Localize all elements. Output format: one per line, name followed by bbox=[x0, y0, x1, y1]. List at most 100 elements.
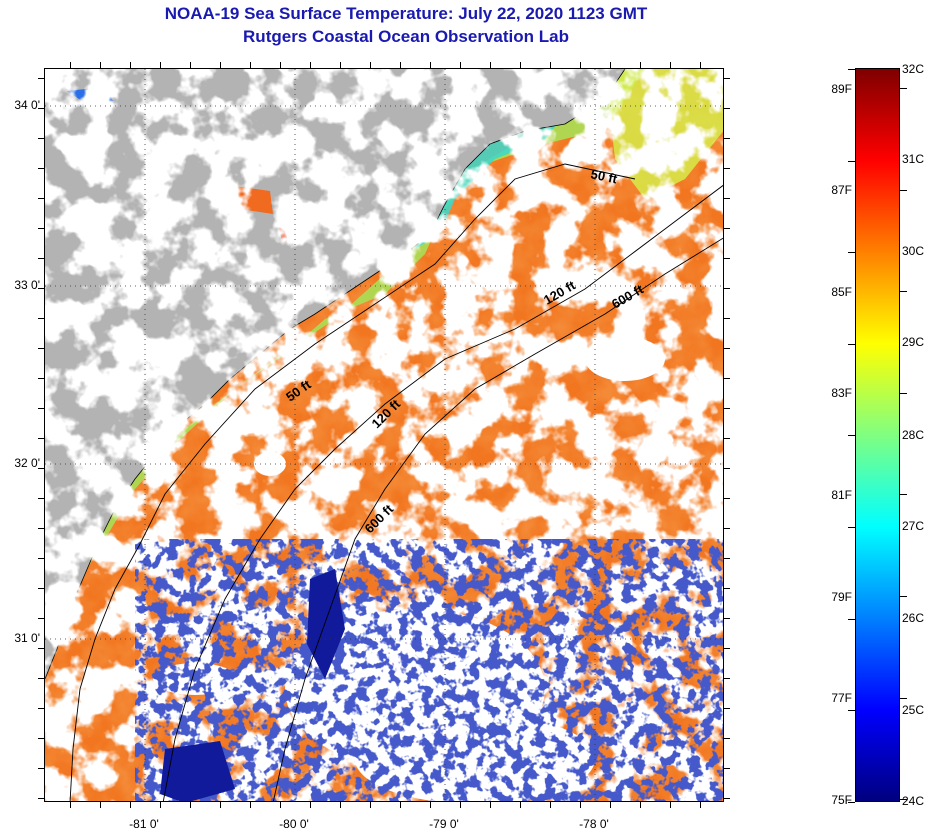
lon-minor-tick-top bbox=[70, 62, 71, 68]
cold-patches bbox=[135, 539, 723, 801]
colorbar-tick-f bbox=[900, 799, 907, 801]
lat-minor-tick bbox=[38, 408, 44, 409]
lat-minor-tick bbox=[38, 348, 44, 349]
lat-label-31: 31 0' bbox=[14, 631, 40, 645]
colorbar-label-30c: 30C bbox=[902, 244, 925, 258]
lat-minor-tick-right bbox=[724, 78, 730, 79]
lon-minor-tick-top bbox=[550, 62, 551, 68]
lat-label-32: 32 0' bbox=[14, 456, 40, 470]
lon-minor-tick-top bbox=[160, 62, 161, 68]
lon-minor-tick-top bbox=[580, 62, 581, 68]
lon-label-81: -81 0' bbox=[129, 817, 159, 831]
lon-minor-tick-top bbox=[640, 62, 641, 68]
lat-minor-tick-right bbox=[724, 738, 730, 739]
lon-minor-tick-top bbox=[400, 62, 401, 68]
colorbar-tick-f bbox=[900, 189, 907, 191]
colorbar-tick-c bbox=[848, 160, 855, 162]
lat-minor-tick bbox=[38, 378, 44, 379]
isobath-label-50ft-north: 50 ft bbox=[589, 166, 619, 186]
lat-label-34: 34 0' bbox=[14, 98, 40, 112]
lat-minor-tick bbox=[38, 318, 44, 319]
lat-label-33: 33 0' bbox=[14, 278, 40, 292]
colorbar-label-25c: 25C bbox=[902, 703, 925, 717]
colorbar-label-79f: 79F bbox=[831, 590, 852, 604]
lon-minor-tick-top bbox=[670, 62, 671, 68]
colorbar-tick-f bbox=[900, 596, 907, 597]
colorbar-label-26c: 26C bbox=[902, 611, 925, 625]
lon-minor-tick bbox=[550, 802, 551, 808]
lat-minor-tick bbox=[38, 228, 44, 229]
lat-minor-tick-right bbox=[724, 438, 730, 439]
cloud-east bbox=[585, 337, 665, 381]
colorbar-tick-c bbox=[848, 435, 855, 437]
lat-minor-tick-right bbox=[724, 708, 730, 709]
colorbar-label-24c: 24C bbox=[902, 794, 925, 808]
colorbar-tick-c bbox=[848, 527, 855, 528]
lat-minor-tick-right bbox=[724, 228, 730, 229]
lat-minor-tick-right bbox=[724, 348, 730, 349]
lon-minor-tick-top bbox=[220, 62, 221, 68]
lat-minor-tick bbox=[38, 288, 44, 289]
lat-minor-tick bbox=[38, 678, 44, 679]
isobath-120ft bbox=[162, 184, 723, 801]
lon-minor-tick-top bbox=[100, 62, 101, 68]
lon-minor-tick bbox=[100, 802, 101, 808]
lat-minor-tick-right bbox=[724, 378, 730, 379]
lon-minor-tick bbox=[640, 802, 641, 808]
lon-minor-tick bbox=[160, 802, 161, 808]
cold-patch-sw bbox=[160, 741, 235, 801]
lat-minor-tick-right bbox=[724, 168, 730, 169]
map-title: NOAA-19 Sea Surface Temperature: July 22… bbox=[164, 4, 648, 23]
sst-map-canvas: 50 ft 120 ft 600 ft 50 ft 120 ft 600 ft bbox=[45, 69, 723, 801]
lat-minor-tick-right bbox=[724, 468, 730, 469]
lat-minor-tick-right bbox=[724, 408, 730, 409]
lon-minor-tick-top bbox=[370, 62, 371, 68]
colorbar-label-32c: 32C bbox=[902, 62, 925, 76]
lon-minor-tick-top bbox=[700, 62, 701, 68]
lon-minor-tick bbox=[190, 802, 191, 808]
colorbar-tick-f bbox=[900, 697, 907, 699]
lat-minor-tick-right bbox=[724, 798, 730, 799]
lat-minor-tick bbox=[38, 708, 44, 709]
lat-minor-tick bbox=[38, 738, 44, 739]
lon-minor-tick bbox=[280, 802, 281, 808]
lon-minor-tick bbox=[370, 802, 371, 808]
lat-minor-tick-right bbox=[724, 558, 730, 559]
colorbar-tick-c bbox=[848, 343, 855, 345]
sst-map: 50 ft 120 ft 600 ft 50 ft 120 ft 600 ft bbox=[44, 68, 724, 802]
lon-minor-tick-top bbox=[130, 62, 131, 68]
colorbar-label-81f: 81F bbox=[831, 488, 852, 502]
colorbar-tick-c bbox=[848, 801, 855, 803]
lat-minor-tick-right bbox=[724, 588, 730, 589]
colorbar-tick-f bbox=[900, 494, 907, 496]
colorbar-label-27c: 27C bbox=[902, 519, 925, 533]
lat-minor-tick bbox=[38, 558, 44, 559]
lon-minor-tick-top bbox=[340, 62, 341, 68]
lon-minor-tick-top bbox=[310, 62, 311, 68]
lon-minor-tick-top bbox=[490, 62, 491, 68]
lon-minor-tick bbox=[700, 802, 701, 808]
colorbar-label-75f: 75F bbox=[831, 793, 852, 807]
lat-minor-tick-right bbox=[724, 648, 730, 649]
colorbar-label-77f: 77F bbox=[831, 691, 852, 705]
lat-minor-tick bbox=[38, 198, 44, 199]
lon-minor-tick-top bbox=[520, 62, 521, 68]
lat-minor-tick bbox=[38, 648, 44, 649]
lon-minor-tick bbox=[460, 802, 461, 808]
colorbar-tick-f bbox=[900, 88, 907, 89]
lon-minor-tick-top bbox=[250, 62, 251, 68]
lat-minor-tick-right bbox=[724, 528, 730, 529]
lat-minor-tick-right bbox=[724, 618, 730, 619]
colorbar-tick-c bbox=[848, 69, 855, 70]
lon-label-78: -78 0' bbox=[579, 817, 609, 831]
lat-minor-tick bbox=[38, 768, 44, 769]
temperature-colorbar bbox=[855, 68, 900, 802]
lon-minor-tick-top bbox=[610, 62, 611, 68]
lon-minor-tick bbox=[490, 802, 491, 808]
lat-minor-tick bbox=[38, 108, 44, 109]
colorbar-label-29c: 29C bbox=[902, 335, 925, 349]
lon-minor-tick-top bbox=[190, 62, 191, 68]
lon-minor-tick bbox=[220, 802, 221, 808]
lon-minor-tick bbox=[670, 802, 671, 808]
lon-label-79: -79 0' bbox=[429, 817, 459, 831]
